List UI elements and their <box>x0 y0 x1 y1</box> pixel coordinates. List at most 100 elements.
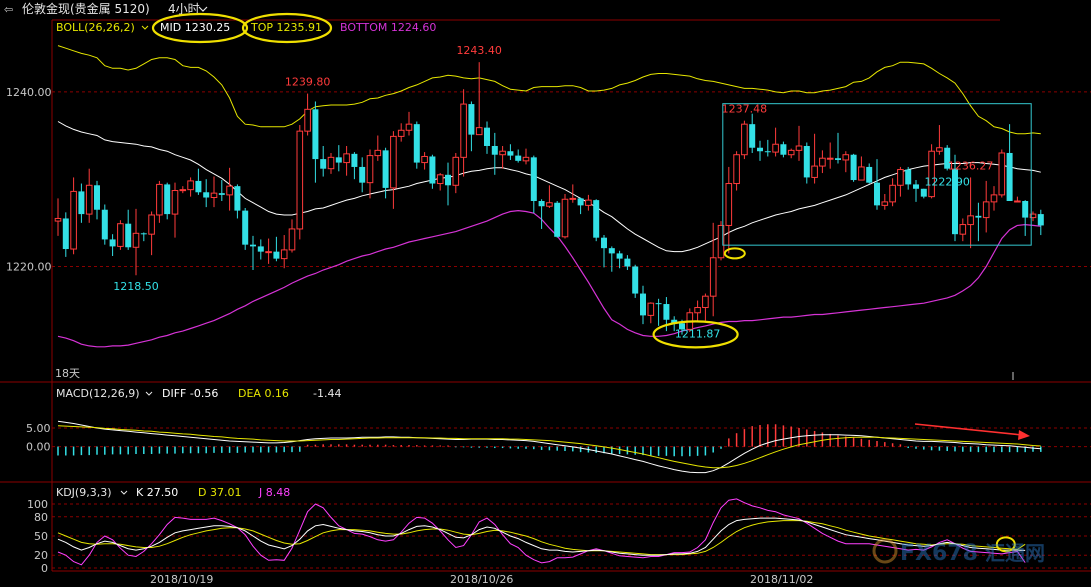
candle[interactable] <box>624 255 631 270</box>
candle[interactable] <box>920 188 927 199</box>
candle[interactable] <box>1014 196 1021 203</box>
candle[interactable] <box>850 153 857 182</box>
candle[interactable] <box>179 186 187 194</box>
candle[interactable] <box>273 236 280 262</box>
candle[interactable] <box>405 111 413 136</box>
candle[interactable] <box>787 148 795 159</box>
candle[interactable] <box>195 168 202 195</box>
candle[interactable] <box>819 150 826 174</box>
candle[interactable] <box>436 173 444 191</box>
candle[interactable] <box>78 183 85 223</box>
candle[interactable] <box>780 141 787 158</box>
candle[interactable] <box>203 179 210 208</box>
candle[interactable] <box>975 202 982 242</box>
candle[interactable] <box>288 219 296 253</box>
candle[interactable] <box>608 246 615 272</box>
candle[interactable] <box>475 62 483 136</box>
candle[interactable] <box>616 250 623 269</box>
candle[interactable] <box>85 168 93 223</box>
candle[interactable] <box>913 180 919 202</box>
candle[interactable] <box>54 198 62 236</box>
candle[interactable] <box>554 201 561 238</box>
candle[interactable] <box>164 182 171 220</box>
candle[interactable] <box>132 208 140 276</box>
candle[interactable] <box>593 199 600 242</box>
candle[interactable] <box>484 121 490 154</box>
candle[interactable] <box>905 166 912 190</box>
candle[interactable] <box>1006 124 1013 201</box>
boll-label[interactable]: BOLL(26,26,2) <box>56 21 135 34</box>
back-icon[interactable]: ⇦ <box>4 3 13 16</box>
candle[interactable] <box>530 155 537 214</box>
candle[interactable] <box>1037 209 1044 236</box>
candle[interactable] <box>522 148 530 165</box>
candle[interactable] <box>538 199 545 229</box>
candle[interactable] <box>858 156 865 181</box>
candle[interactable] <box>468 101 475 152</box>
candle[interactable] <box>1022 200 1029 236</box>
candle[interactable] <box>632 264 639 298</box>
candle[interactable] <box>234 184 241 219</box>
candle[interactable] <box>265 238 272 264</box>
candle[interactable] <box>499 145 506 169</box>
candle[interactable] <box>210 176 218 208</box>
macd-panel[interactable]: 5.00 0.00 <box>26 420 1091 474</box>
chevron-down-icon[interactable] <box>145 391 153 396</box>
candle[interactable] <box>795 125 803 161</box>
candle[interactable] <box>702 293 709 321</box>
candle[interactable] <box>125 209 132 250</box>
candle[interactable] <box>366 149 374 199</box>
candle[interactable] <box>452 152 460 194</box>
candle[interactable] <box>717 221 725 261</box>
chevron-down-icon[interactable] <box>198 6 208 12</box>
candle[interactable] <box>990 186 998 211</box>
candle[interactable] <box>866 163 873 184</box>
candle[interactable] <box>944 145 951 171</box>
candle[interactable] <box>601 235 607 268</box>
candle[interactable] <box>507 144 514 160</box>
candle[interactable] <box>140 232 147 242</box>
candle[interactable] <box>577 197 584 215</box>
candle[interactable] <box>959 218 967 242</box>
candle[interactable] <box>242 207 249 250</box>
candle[interactable] <box>585 194 592 211</box>
macd-label[interactable]: MACD(12,26,9) <box>56 387 140 400</box>
candle[interactable] <box>218 180 225 201</box>
candle[interactable] <box>826 142 834 169</box>
candle[interactable] <box>280 235 288 269</box>
candle[interactable] <box>936 125 943 155</box>
candle[interactable] <box>561 194 569 239</box>
candle[interactable] <box>881 194 889 210</box>
candle[interactable] <box>390 131 397 209</box>
candle[interactable] <box>725 166 733 254</box>
candle[interactable] <box>967 177 974 249</box>
candle[interactable] <box>117 220 124 250</box>
candle[interactable] <box>772 127 779 157</box>
candle[interactable] <box>382 147 389 199</box>
candle[interactable] <box>70 177 77 255</box>
candle[interactable] <box>741 120 748 160</box>
candle[interactable] <box>320 145 327 177</box>
candle[interactable] <box>569 184 577 203</box>
candle[interactable] <box>998 149 1006 198</box>
candle[interactable] <box>413 121 420 169</box>
candle[interactable] <box>835 132 841 164</box>
candle[interactable] <box>171 182 179 238</box>
candle[interactable] <box>148 211 155 256</box>
candle[interactable] <box>842 151 850 173</box>
candle[interactable] <box>640 285 646 325</box>
candle[interactable] <box>374 135 382 161</box>
candle[interactable] <box>546 185 553 208</box>
candlestick-panel[interactable]: 1240.00 1220.00 1243.40 1239.80 1237.48 1236.… <box>6 44 1091 380</box>
candle[interactable] <box>757 140 763 161</box>
candle[interactable] <box>421 152 428 170</box>
candle[interactable] <box>94 180 100 220</box>
candle[interactable] <box>343 145 350 176</box>
chevron-down-icon[interactable] <box>120 490 128 495</box>
candle[interactable] <box>312 101 319 183</box>
candle[interactable] <box>491 132 498 175</box>
candle[interactable] <box>515 149 522 163</box>
candle[interactable] <box>296 125 304 240</box>
